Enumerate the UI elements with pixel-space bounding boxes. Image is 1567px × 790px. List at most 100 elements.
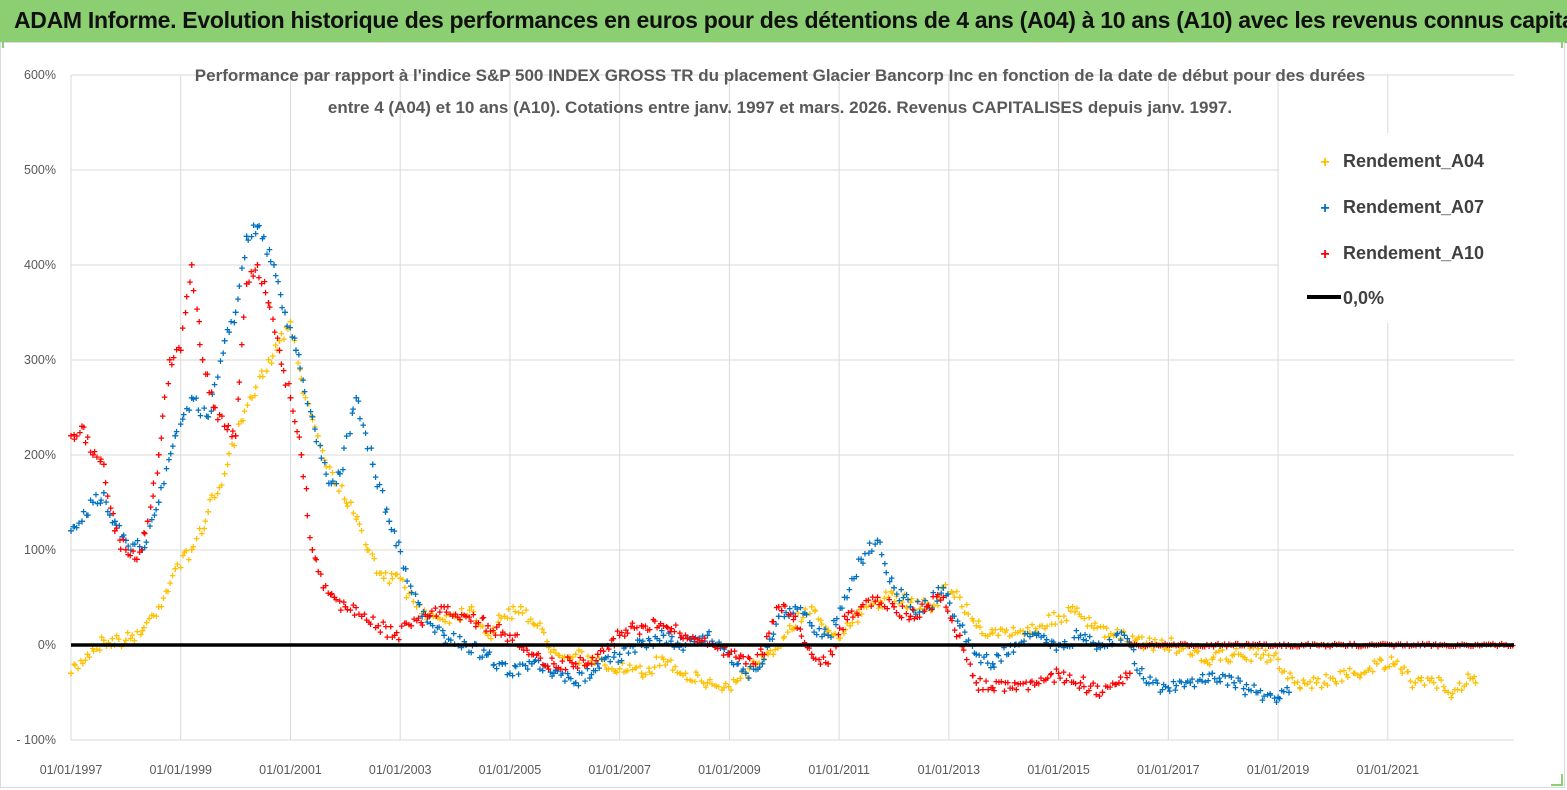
point-a10: + (133, 553, 140, 567)
marker-a04: + (668, 655, 674, 667)
marker-a04: + (127, 633, 133, 645)
marker-a04: + (970, 616, 976, 628)
marker-a10: + (1061, 667, 1067, 679)
marker-a07: + (128, 545, 134, 557)
marker-a10: + (452, 609, 458, 621)
marker-a10: + (91, 447, 97, 459)
marker-a10: + (1391, 641, 1397, 653)
point-a10: + (973, 676, 980, 690)
marker-a10: + (778, 605, 784, 617)
marker-a07: + (1197, 674, 1203, 686)
marker-a07: + (264, 249, 270, 261)
marker-a10: + (282, 380, 288, 392)
marker-a04: + (1454, 684, 1460, 696)
marker-a10: + (380, 617, 386, 629)
marker-a07: + (134, 536, 140, 548)
marker-a07: + (1240, 683, 1246, 695)
marker-a10: + (1023, 677, 1029, 689)
marker-a07: + (709, 636, 715, 648)
marker-a10: + (636, 629, 642, 641)
marker-a04: + (473, 615, 479, 627)
marker-a07: + (368, 443, 374, 455)
marker-a04: + (739, 667, 745, 679)
marker-a10: + (127, 551, 133, 563)
marker-a07: + (702, 636, 708, 648)
marker-a04: + (1346, 664, 1352, 676)
point-a10: + (792, 610, 799, 624)
marker-a07: + (504, 669, 510, 681)
marker-a07: + (853, 571, 859, 583)
point-a10: + (375, 619, 382, 633)
marker-a04: + (1358, 669, 1364, 681)
marker-a07: + (833, 620, 839, 632)
marker-a07: + (215, 372, 221, 384)
point-a10: + (67, 429, 74, 443)
marker-a04: + (1350, 668, 1356, 680)
marker-a10: + (250, 271, 256, 283)
marker-a04: + (432, 611, 438, 623)
marker-a10: + (969, 671, 975, 683)
marker-a04: + (1061, 611, 1067, 623)
marker-a04: + (1069, 602, 1075, 614)
marker-a04: + (545, 642, 551, 654)
point-a07: + (353, 391, 360, 405)
marker-a10: + (761, 650, 767, 662)
marker-a10: + (125, 549, 131, 561)
marker-a04: + (1361, 667, 1367, 679)
marker-a10: + (267, 302, 273, 314)
chart-title-line-1: Performance par rapport à l'indice S&P 5… (195, 66, 1365, 85)
marker-a10: + (608, 635, 614, 647)
marker-a10: + (114, 523, 120, 535)
marker-a04: + (219, 480, 225, 492)
point-a07: + (923, 600, 930, 614)
marker-a07: + (764, 642, 770, 654)
marker-a10: + (654, 623, 660, 635)
marker-a04: + (1235, 649, 1241, 661)
marker-a10: + (903, 609, 909, 621)
marker-a10: + (993, 676, 999, 688)
marker-a10: + (329, 588, 335, 600)
point-a07: + (890, 581, 897, 595)
marker-a04: + (193, 534, 199, 546)
marker-a04: + (163, 586, 169, 598)
marker-a04: + (916, 604, 922, 616)
marker-a10: + (1494, 641, 1500, 653)
marker-a04: + (1409, 682, 1415, 694)
marker-a07: + (291, 333, 297, 345)
marker-a04: + (824, 627, 830, 639)
marker-a07: + (934, 596, 940, 608)
marker-a10: + (599, 641, 605, 653)
marker-a10: + (1191, 641, 1197, 653)
marker-a04: + (1219, 645, 1225, 657)
marker-a04: + (186, 555, 192, 567)
marker-a07: + (787, 603, 793, 615)
marker-a07: + (1242, 689, 1248, 701)
marker-a10: + (836, 623, 842, 635)
marker-a04: + (1452, 685, 1458, 697)
marker-a07: + (137, 542, 143, 554)
marker-a07: + (190, 394, 196, 406)
marker-a10: + (318, 569, 324, 581)
marker-a04: + (153, 611, 159, 623)
point-a07: + (956, 619, 963, 633)
marker-a07: + (579, 668, 585, 680)
marker-a10: + (763, 631, 769, 643)
marker-a07: + (596, 663, 602, 675)
marker-a04: + (302, 392, 308, 404)
marker-a04: + (504, 613, 510, 625)
marker-a10: + (494, 622, 500, 634)
marker-a04: + (71, 659, 77, 671)
marker-a10: + (1358, 641, 1364, 653)
marker-a07: + (1224, 680, 1230, 692)
marker-a07: + (181, 409, 187, 421)
marker-a10: + (366, 617, 372, 629)
marker-a04: + (174, 559, 180, 571)
marker-a10: + (1066, 670, 1072, 682)
marker-a10: + (1031, 680, 1037, 692)
marker-a10: + (1083, 688, 1089, 700)
marker-a04: + (437, 614, 443, 626)
marker-a10: + (338, 605, 344, 617)
point-a07: + (1033, 629, 1040, 643)
marker-a07: + (1191, 681, 1197, 693)
marker-a07: + (87, 495, 93, 507)
